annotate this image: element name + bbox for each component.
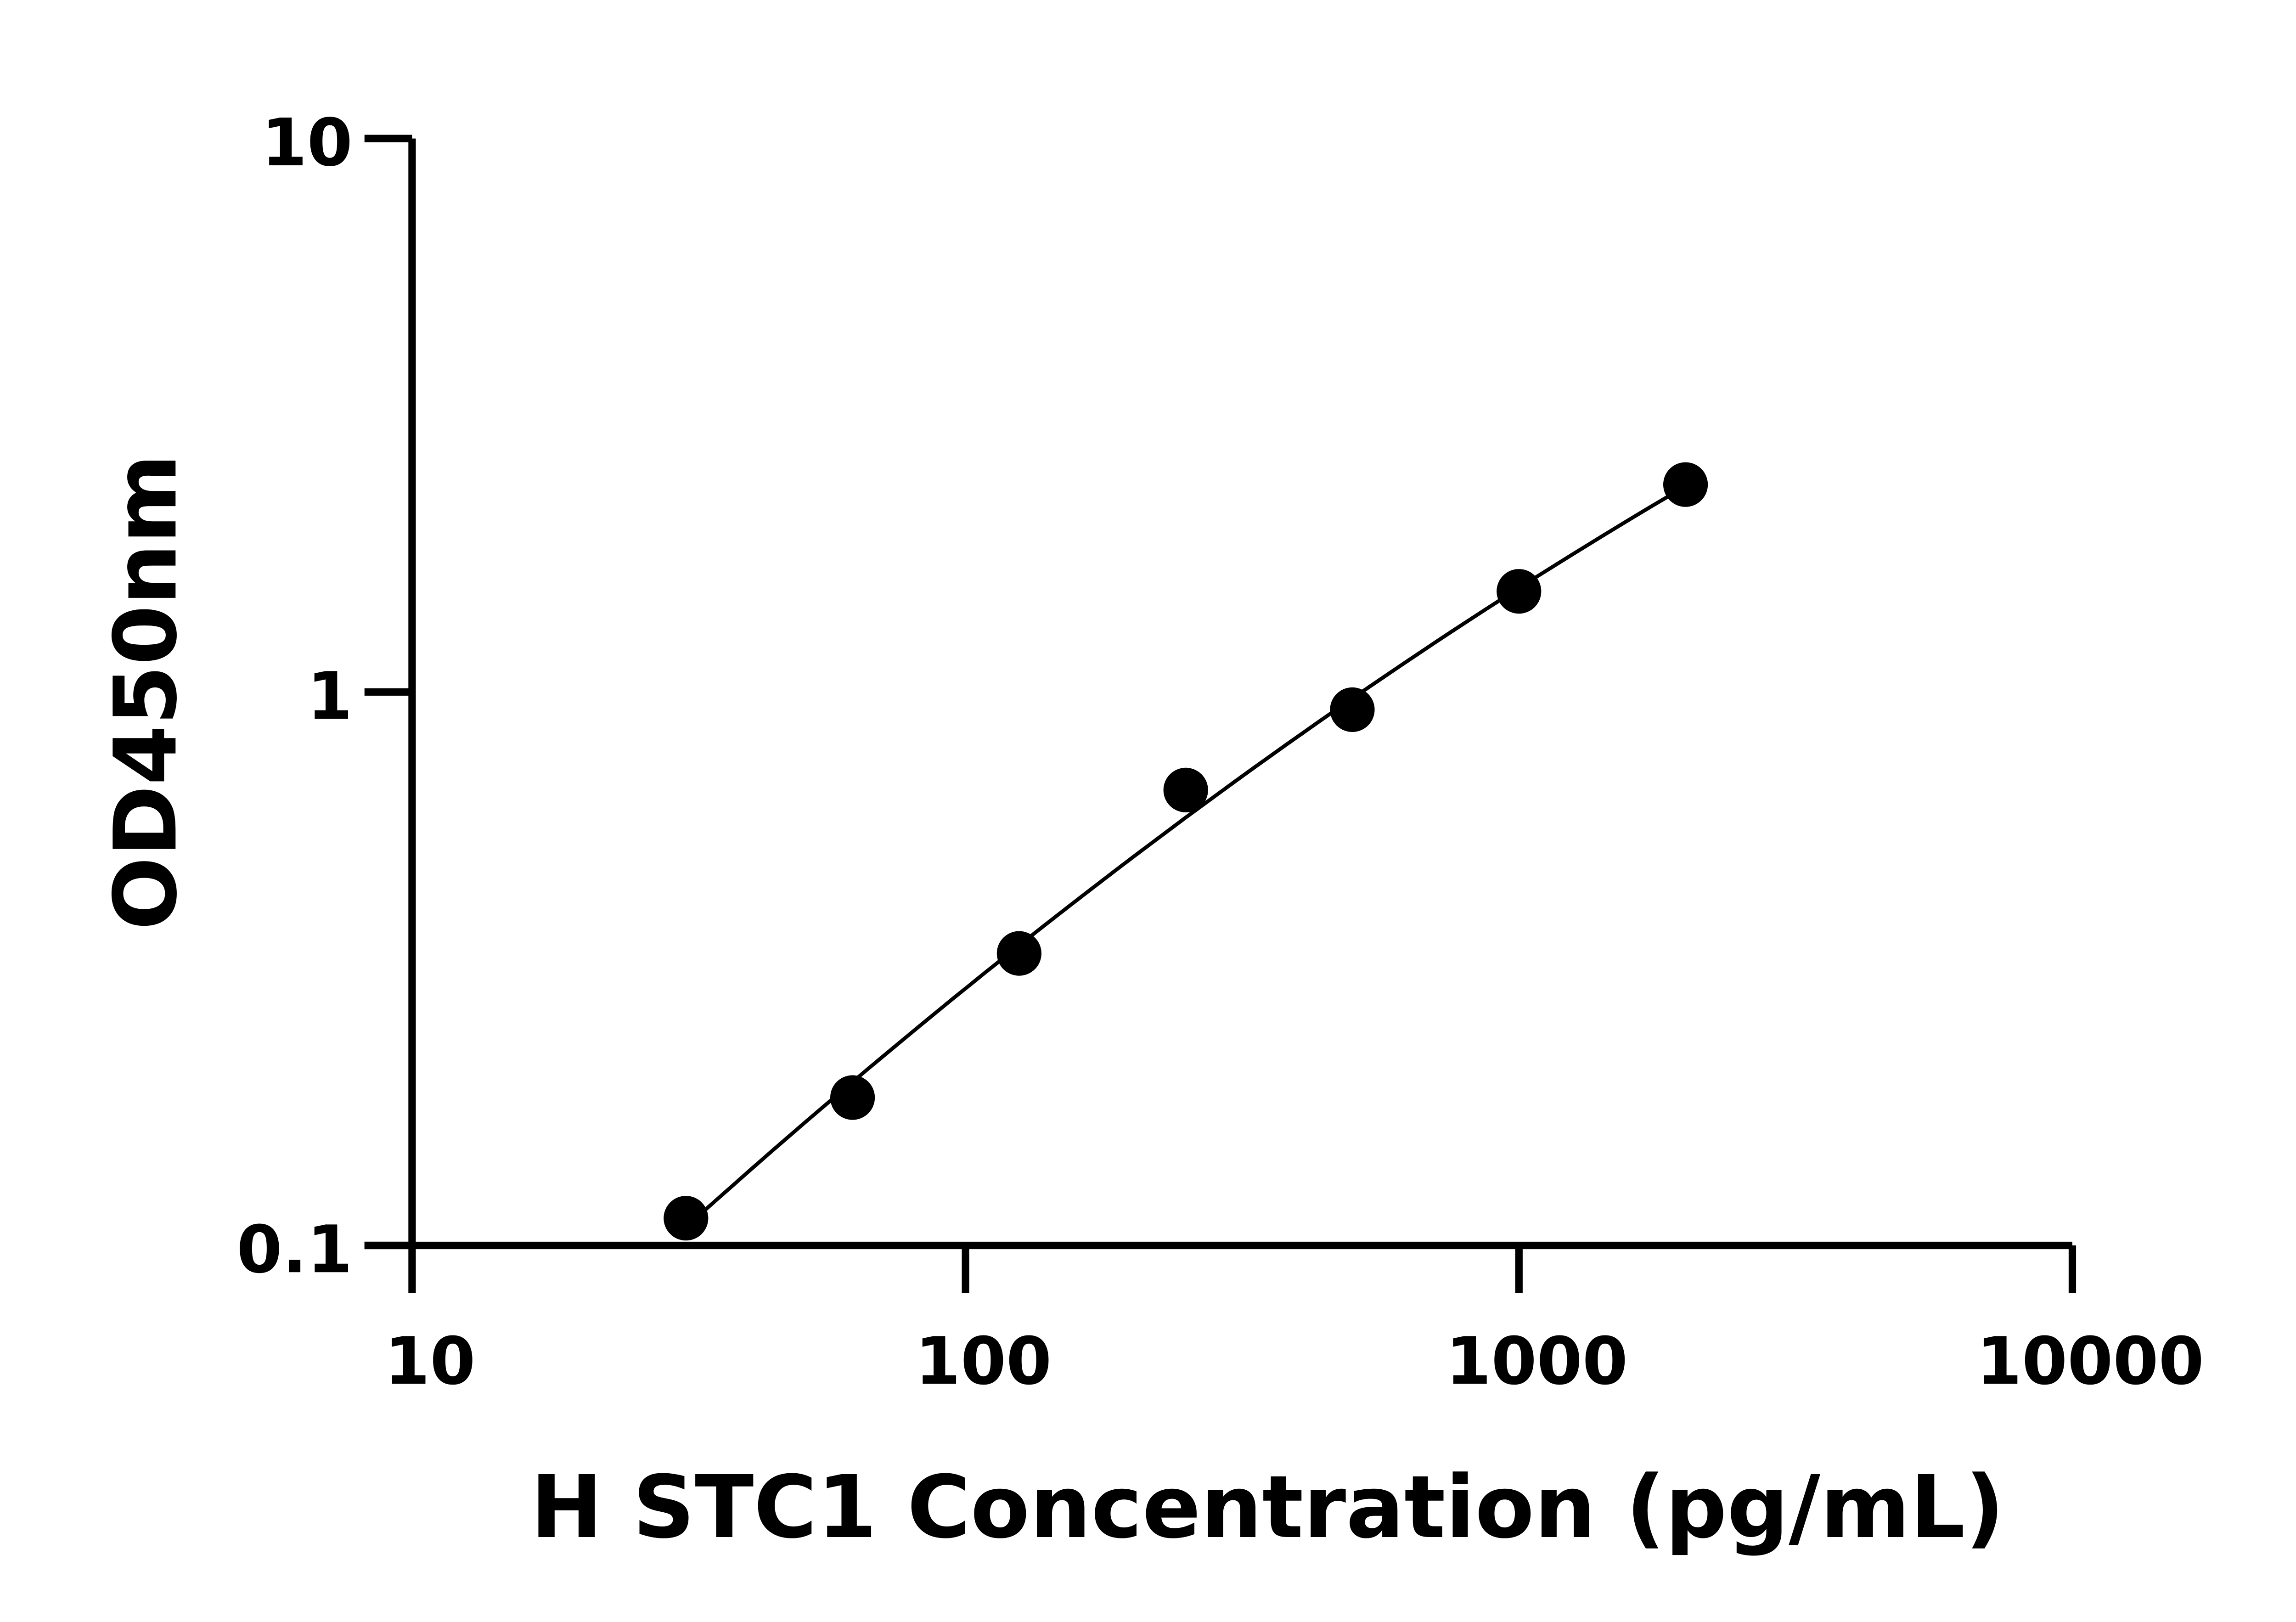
y-tick-label: 0.1 — [236, 1211, 353, 1288]
data-point — [830, 1075, 875, 1120]
x-tick-label: 100 — [915, 1323, 1052, 1399]
data-point — [1163, 767, 1208, 812]
y-tick-label: 10 — [261, 105, 352, 181]
data-point — [1497, 569, 1542, 614]
x-tick-label: 10 — [384, 1323, 475, 1399]
y-tick-label: 1 — [307, 658, 353, 734]
axes: 10 100 1000 10000 0.1 1 10 — [236, 105, 2204, 1399]
data-point — [996, 931, 1041, 976]
x-tick-label: 10000 — [1976, 1323, 2204, 1399]
data-point — [1330, 687, 1375, 732]
data-point — [1663, 462, 1708, 507]
data-point — [664, 1196, 709, 1241]
y-axis-label: OD450nm — [96, 454, 196, 930]
x-tick-label: 1000 — [1446, 1323, 1628, 1399]
x-axis-label: H STC1 Concentration (pg/mL) — [530, 1458, 2004, 1558]
data-points — [664, 462, 1708, 1241]
